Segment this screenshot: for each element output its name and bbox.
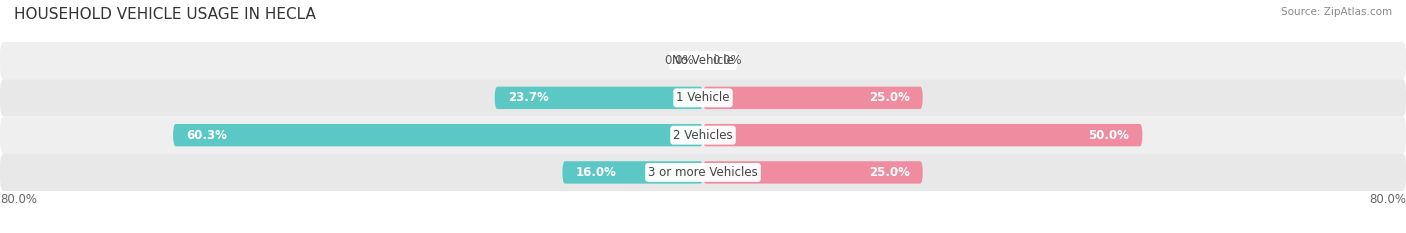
FancyBboxPatch shape [0, 154, 1406, 191]
Text: Source: ZipAtlas.com: Source: ZipAtlas.com [1281, 7, 1392, 17]
FancyBboxPatch shape [0, 42, 1406, 79]
Text: 80.0%: 80.0% [0, 193, 37, 206]
Text: 0.0%: 0.0% [665, 54, 695, 67]
Text: 16.0%: 16.0% [575, 166, 616, 179]
FancyBboxPatch shape [0, 79, 1406, 116]
Text: No Vehicle: No Vehicle [672, 54, 734, 67]
Text: 25.0%: 25.0% [869, 166, 910, 179]
FancyBboxPatch shape [173, 124, 703, 146]
Text: 80.0%: 80.0% [1369, 193, 1406, 206]
Text: HOUSEHOLD VEHICLE USAGE IN HECLA: HOUSEHOLD VEHICLE USAGE IN HECLA [14, 7, 316, 22]
Text: 1 Vehicle: 1 Vehicle [676, 91, 730, 104]
Text: 60.3%: 60.3% [187, 129, 228, 142]
FancyBboxPatch shape [0, 116, 1406, 154]
FancyBboxPatch shape [495, 87, 703, 109]
FancyBboxPatch shape [703, 124, 1142, 146]
FancyBboxPatch shape [703, 87, 922, 109]
Text: 2 Vehicles: 2 Vehicles [673, 129, 733, 142]
FancyBboxPatch shape [703, 161, 922, 184]
Text: 25.0%: 25.0% [869, 91, 910, 104]
FancyBboxPatch shape [562, 161, 703, 184]
Text: 3 or more Vehicles: 3 or more Vehicles [648, 166, 758, 179]
Text: 23.7%: 23.7% [508, 91, 548, 104]
Text: 50.0%: 50.0% [1088, 129, 1129, 142]
Text: 0.0%: 0.0% [711, 54, 741, 67]
